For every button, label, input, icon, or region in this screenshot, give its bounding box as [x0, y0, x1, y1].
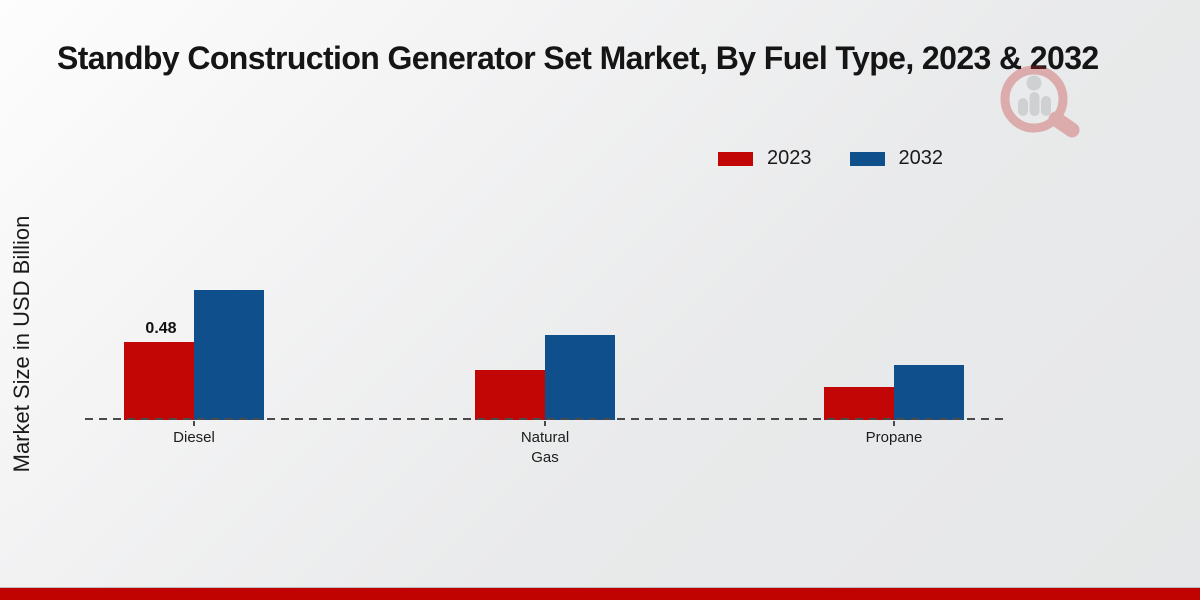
bar-propane-2023	[824, 387, 894, 420]
x-axis-dashed-line	[85, 418, 1007, 420]
chart-title: Standby Construction Generator Set Marke…	[57, 40, 1099, 76]
legend-swatch-2023	[718, 151, 753, 166]
legend-swatch-2032	[849, 151, 885, 166]
category-label-propane: Propane	[865, 429, 923, 446]
magnifier-bar-chart-logo	[995, 60, 1090, 140]
bar-natural-gas-2032	[545, 335, 615, 420]
bar-diesel-2023	[124, 342, 194, 420]
bar-diesel-2032	[194, 290, 264, 420]
x-axis-tick	[193, 421, 195, 426]
bar-value-label: 0.48	[145, 320, 177, 337]
category-label-diesel: Diesel	[173, 429, 215, 446]
legend-label-2032: 2032	[898, 147, 944, 169]
legend-item-2032: 2032	[849, 147, 944, 170]
x-axis-tick	[893, 421, 895, 426]
legend-label-2023: 2023	[767, 147, 812, 169]
logo-bars-and-person	[1018, 75, 1051, 116]
bar-propane-2032	[894, 365, 964, 420]
bottom-strip-edge	[0, 587, 1200, 588]
legend: 2023 2032	[718, 147, 943, 170]
x-axis-tick	[544, 421, 546, 426]
bottom-accent-bar	[0, 588, 1200, 600]
category-label-natural-gas: Natural Gas	[520, 429, 570, 466]
bar-natural-gas-2023	[475, 370, 545, 420]
legend-item-2023: 2023	[718, 147, 812, 170]
logo-magnifier-ring	[1000, 65, 1080, 138]
